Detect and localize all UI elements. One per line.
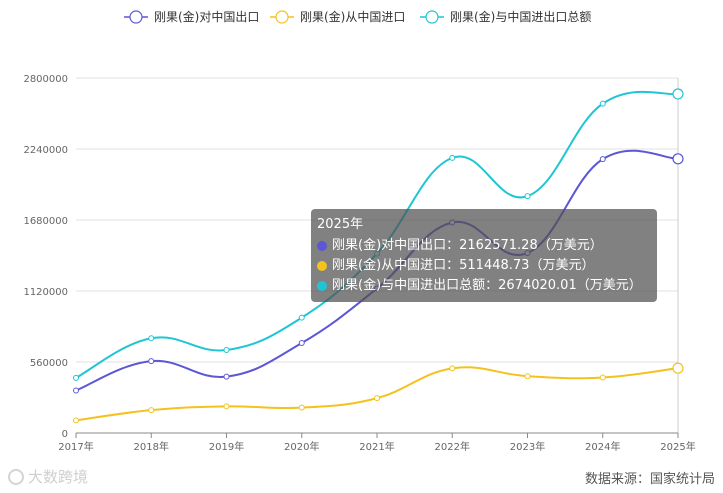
y-tick-label: 2800000: [23, 74, 68, 85]
x-tick-label: 2017年: [58, 440, 93, 453]
tooltip-row: 刚果(金)从中国进口：511448.73（万美元）: [317, 256, 657, 276]
data-point[interactable]: [148, 358, 155, 365]
data-point[interactable]: [298, 339, 305, 346]
data-point[interactable]: [298, 404, 305, 411]
data-point[interactable]: [449, 365, 456, 372]
x-tick-label: 2021年: [359, 440, 394, 453]
y-tick-label: 1680000: [23, 216, 68, 227]
y-tick-label: 2240000: [23, 145, 68, 156]
data-point[interactable]: [298, 314, 305, 321]
tooltip-dot: [317, 241, 327, 251]
data-point[interactable]: [524, 193, 531, 200]
watermark-text: 大数跨境: [28, 468, 89, 486]
data-point[interactable]: [148, 335, 155, 342]
data-point[interactable]: [223, 403, 230, 410]
data-point[interactable]: [599, 156, 606, 163]
data-point[interactable]: [599, 374, 606, 381]
x-tick-label: 2020年: [284, 440, 319, 453]
axes: 0 560000 1120000 1680000 2240000 2800000 2017年…: [23, 74, 695, 453]
y-tick-label: 0: [62, 429, 68, 440]
legend-marker[interactable]: [129, 10, 143, 24]
legend: 刚果(金)对中国出口 刚果(金)从中国进口 刚果(金)与中国进出口总额: [124, 9, 591, 24]
legend-label[interactable]: 刚果(金)与中国进出口总额: [450, 9, 591, 24]
data-point[interactable]: [672, 362, 684, 374]
tooltip-row-label: 刚果(金)与中国进出口总额：2674020.01（万美元）: [332, 278, 642, 293]
x-tick-label: 2018年: [134, 440, 169, 453]
legend-label[interactable]: 刚果(金)从中国进口: [300, 9, 405, 24]
data-point[interactable]: [599, 100, 606, 107]
x-tick-label: 2019年: [209, 440, 244, 453]
data-point[interactable]: [73, 387, 79, 394]
data-point[interactable]: [148, 407, 155, 414]
x-tick-label: 2022年: [435, 440, 470, 453]
data-point[interactable]: [223, 346, 230, 353]
data-point[interactable]: [374, 395, 380, 402]
tooltip: 2025年 刚果(金)对中国出口：2162571.28（万美元） 刚果(金)从中…: [311, 209, 657, 302]
data-point[interactable]: [524, 373, 531, 380]
y-tick-label: 1120000: [23, 287, 68, 298]
tooltip-row: 刚果(金)对中国出口：2162571.28（万美元）: [317, 236, 657, 256]
data-point[interactable]: [672, 88, 684, 100]
legend-marker[interactable]: [275, 10, 289, 24]
x-tick-label: 2025年: [660, 440, 695, 453]
data-point[interactable]: [449, 154, 456, 161]
y-tick-label: 560000: [30, 358, 68, 369]
tooltip-dot: [317, 281, 327, 291]
data-point[interactable]: [73, 417, 79, 424]
tooltip-title: 2025年: [317, 217, 364, 232]
data-point[interactable]: [223, 373, 230, 380]
tooltip-row-label: 刚果(金)从中国进口：511448.73（万美元）: [332, 258, 595, 273]
watermark-logo-icon: [8, 468, 24, 485]
tooltip-row-label: 刚果(金)对中国出口：2162571.28（万美元）: [332, 238, 603, 253]
x-tick-label: 2023年: [510, 440, 545, 453]
tooltip-row: 刚果(金)与中国进出口总额：2674020.01（万美元）: [317, 276, 657, 296]
watermark: 大数跨境: [8, 466, 88, 487]
x-tick-label: 2024年: [585, 440, 620, 453]
series-line: [75, 366, 679, 422]
data-source: 数据来源：国家统计局: [584, 472, 715, 487]
legend-label[interactable]: 刚果(金)对中国出口: [154, 9, 259, 24]
legend-marker[interactable]: [425, 10, 439, 24]
tooltip-dot: [317, 261, 327, 271]
data-point[interactable]: [672, 153, 684, 165]
data-point[interactable]: [73, 374, 79, 381]
